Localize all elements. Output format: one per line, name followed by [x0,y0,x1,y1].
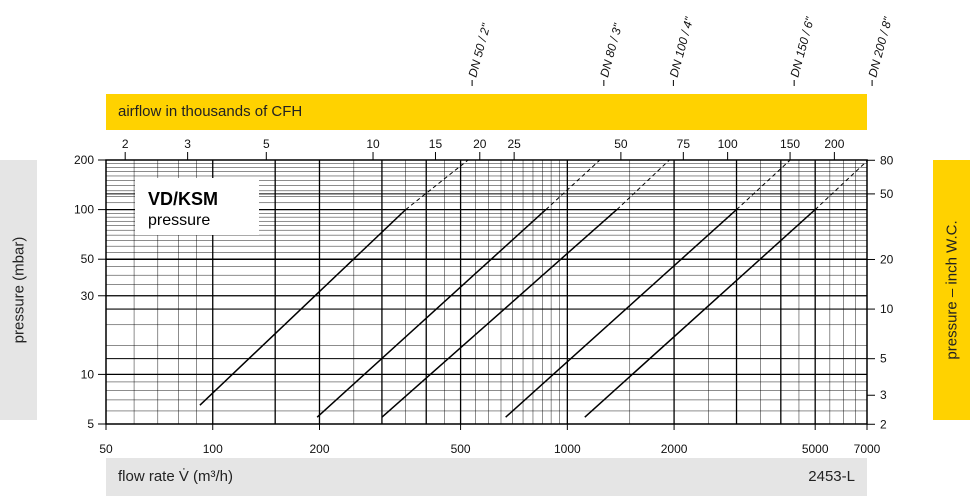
series-line-solid-2 [381,209,618,418]
series-line-solid-3 [505,209,738,418]
y-tick-label: 10 [81,367,95,381]
chart-subtitle: pressure [148,212,210,229]
plot-frame [105,159,868,425]
x2-tick-label: 200 [824,137,844,151]
y-tick-label: 200 [74,153,94,167]
chart-title: VD/KSM [148,189,218,209]
x2-tick-label: 10 [366,137,380,151]
series-line-dashed-0 [405,159,469,210]
series-label: DN 200 / 8" [865,15,895,79]
series-line-solid-4 [584,209,816,418]
y2-tick-label: 5 [880,352,887,366]
x2-tick-label: 5 [263,137,270,151]
dn-curves [199,159,869,418]
x2-tick-label: 50 [614,137,628,151]
x2-tick-label: 150 [780,137,800,151]
series-line-dashed-2 [616,159,670,210]
y-tick-label: 50 [81,252,95,266]
y2-tick-label: 20 [880,252,894,266]
series-line-dashed-3 [736,159,791,210]
y2-tick-label: 10 [880,302,894,316]
y-tick-label: 100 [74,203,94,217]
x-tick-label: 2000 [661,442,688,456]
x2-tick-label: 2 [122,137,129,151]
x-tick-label: 1000 [554,442,581,456]
bottom-axis-band: flow rate V̇ (m³/h) 2453-L [106,458,867,496]
series-label: DN 50 / 2" [465,21,493,78]
chart-code: 2453-L [808,468,855,485]
x-axis-label: flow rate V̇ (m³/h) [118,468,234,485]
top-axis-label: airflow in thousands of CFH [118,103,303,120]
x-tick-label: 200 [309,442,329,456]
top-axis-band: airflow in thousands of CFH [106,94,867,130]
y2-tick-label: 2 [880,417,887,431]
x-tick-label: 7000 [854,442,881,456]
y-tick-label: 5 [87,417,94,431]
series-line-solid-0 [199,209,407,406]
right-axis-band: pressure – inch W.C. [933,160,970,420]
axis-ticks: 50 100 200 500 1000 2000 5000 7000 5 10 30 50 100 200… [74,137,894,456]
series-label: DN 100 / 4" [667,15,697,79]
series-label: DN 80 / 3" [597,21,625,78]
x-tick-label: 50 [99,442,113,456]
y-tick-label: 30 [81,289,95,303]
x-tick-label: 500 [451,442,471,456]
series-label: DN 150 / 6" [788,15,818,79]
x-tick-label: 100 [203,442,223,456]
y2-tick-label: 50 [880,187,894,201]
x2-tick-label: 15 [429,137,443,151]
left-axis-band: pressure (mbar) [0,160,37,420]
x2-tick-label: 25 [507,137,521,151]
y2-tick-label: 80 [880,153,894,167]
x2-tick-label: 100 [718,137,738,151]
x-tick-label: 5000 [802,442,829,456]
x2-tick-label: 3 [184,137,191,151]
title-box [135,178,259,235]
y2-tick-label: 3 [880,388,887,402]
dn-labels: DN 50 / 2" DN 80 / 3" DN 100 / 4" DN 150 / … [465,15,895,86]
y-axis-label: pressure (mbar) [10,236,27,344]
series-line-dashed-1 [545,159,601,210]
series-line-dashed-4 [814,159,869,210]
series-line-solid-1 [316,209,547,418]
y2-axis-label: pressure – inch W.C. [943,220,960,360]
x2-tick-label: 75 [677,137,691,151]
x2-tick-label: 20 [473,137,487,151]
